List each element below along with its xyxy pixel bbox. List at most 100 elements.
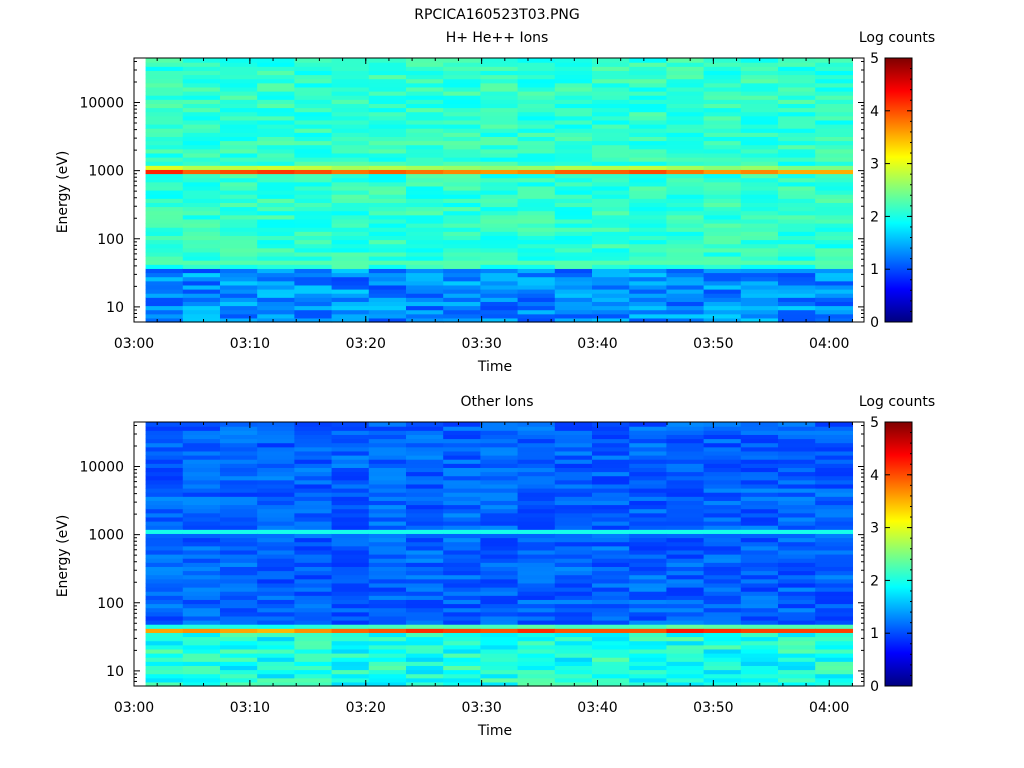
heatmap-cell — [480, 615, 519, 621]
heatmap-cell — [182, 161, 221, 166]
heatmap-cell — [592, 426, 630, 431]
heatmap-cell — [443, 570, 481, 576]
heatmap-cell — [517, 636, 556, 642]
heatmap-cell — [815, 603, 854, 609]
heatmap-cell — [740, 231, 779, 236]
heatmap-cell — [257, 636, 295, 642]
heatmap-cell — [740, 541, 779, 547]
heatmap-cell — [778, 210, 816, 216]
heatmap-cell — [592, 165, 630, 170]
heatmap-cell — [592, 537, 630, 543]
heatmap-cell — [740, 239, 779, 245]
heatmap-cell — [815, 677, 854, 683]
heatmap-cell — [406, 181, 444, 187]
heatmap-cell — [629, 173, 667, 179]
heatmap-cell — [703, 508, 742, 514]
heatmap-cell — [219, 82, 258, 88]
heatmap-cell — [815, 611, 854, 617]
heatmap-cell — [331, 582, 370, 588]
heatmap-cell — [145, 243, 184, 249]
heatmap-cell — [443, 673, 481, 679]
heatmap-cell — [740, 305, 779, 311]
y-tick-label: 10000 — [79, 96, 124, 112]
heatmap-cell — [629, 148, 667, 154]
heatmap-cell — [443, 272, 481, 278]
heatmap-cell — [257, 648, 295, 654]
heatmap-cell — [182, 218, 221, 224]
heatmap-cell — [629, 549, 667, 555]
heatmap-cell — [182, 198, 221, 203]
heatmap-cell — [554, 463, 593, 468]
heatmap-cell — [554, 516, 593, 522]
heatmap-cell — [517, 591, 556, 596]
heatmap-cell — [368, 297, 407, 302]
heatmap-cell — [443, 181, 481, 187]
heatmap-cell — [629, 223, 667, 228]
heatmap-cell — [480, 648, 519, 654]
heatmap-cell — [145, 669, 184, 675]
heatmap-cell — [778, 157, 816, 162]
heatmap-cell — [666, 235, 705, 241]
heatmap-cell — [517, 483, 556, 489]
heatmap-cell — [815, 591, 854, 596]
heatmap-cell — [257, 140, 295, 146]
heatmap-cell — [554, 471, 593, 477]
heatmap-cell — [554, 434, 593, 440]
heatmap-cell — [778, 103, 816, 109]
heatmap-cell — [145, 144, 184, 150]
heatmap-cell — [182, 202, 221, 208]
heatmap-cell — [257, 202, 295, 208]
heatmap-cell — [331, 611, 370, 617]
heatmap-cell — [219, 223, 258, 228]
heatmap-cell — [219, 661, 258, 666]
heatmap-cell — [406, 74, 444, 80]
heatmap-cell — [294, 132, 333, 137]
heatmap-cell — [219, 293, 258, 298]
heatmap-cell — [443, 247, 481, 253]
heatmap-cell — [145, 529, 184, 534]
heatmap-cell — [480, 640, 519, 646]
heatmap-cell — [368, 293, 407, 298]
heatmap-cell — [443, 210, 481, 216]
heatmap-cell — [443, 260, 481, 265]
heatmap-cell — [629, 677, 667, 683]
heatmap-cell — [629, 268, 667, 274]
heatmap-cell — [703, 317, 742, 323]
heatmap-cell — [368, 615, 407, 621]
heatmap-cell — [666, 648, 705, 654]
heatmap-cell — [815, 455, 854, 460]
heatmap-cell — [257, 640, 295, 646]
heatmap-cell — [368, 210, 407, 216]
heatmap-cell — [778, 62, 816, 67]
heatmap-cell — [182, 185, 221, 191]
heatmap-cell — [815, 115, 854, 121]
heatmap-cell — [182, 504, 221, 510]
heatmap-cell — [294, 103, 333, 109]
heatmap-cell — [740, 276, 779, 282]
heatmap-cell — [703, 165, 742, 170]
heatmap-cell — [219, 541, 258, 547]
heatmap-cell — [406, 161, 444, 166]
heatmap-cell — [554, 599, 593, 605]
heatmap-cell — [592, 210, 630, 216]
heatmap-cell — [257, 603, 295, 609]
heatmap-cell — [703, 214, 742, 220]
heatmap-cell — [257, 251, 295, 257]
heatmap-cell — [815, 148, 854, 154]
heatmap-cell — [406, 289, 444, 294]
heatmap-cell — [406, 574, 444, 580]
heatmap-cell — [815, 422, 854, 427]
heatmap-cell — [629, 210, 667, 216]
heatmap-cell — [406, 157, 444, 162]
heatmap-cell — [219, 620, 258, 625]
heatmap-cell — [629, 91, 667, 96]
heatmap-cell — [592, 467, 630, 473]
heatmap-cell — [182, 152, 221, 158]
heatmap-cell — [294, 260, 333, 265]
heatmap-cell — [257, 132, 295, 137]
heatmap-cell — [554, 276, 593, 282]
heatmap-cell — [331, 521, 370, 526]
heatmap-cell — [703, 235, 742, 241]
heatmap-cell — [368, 488, 407, 493]
